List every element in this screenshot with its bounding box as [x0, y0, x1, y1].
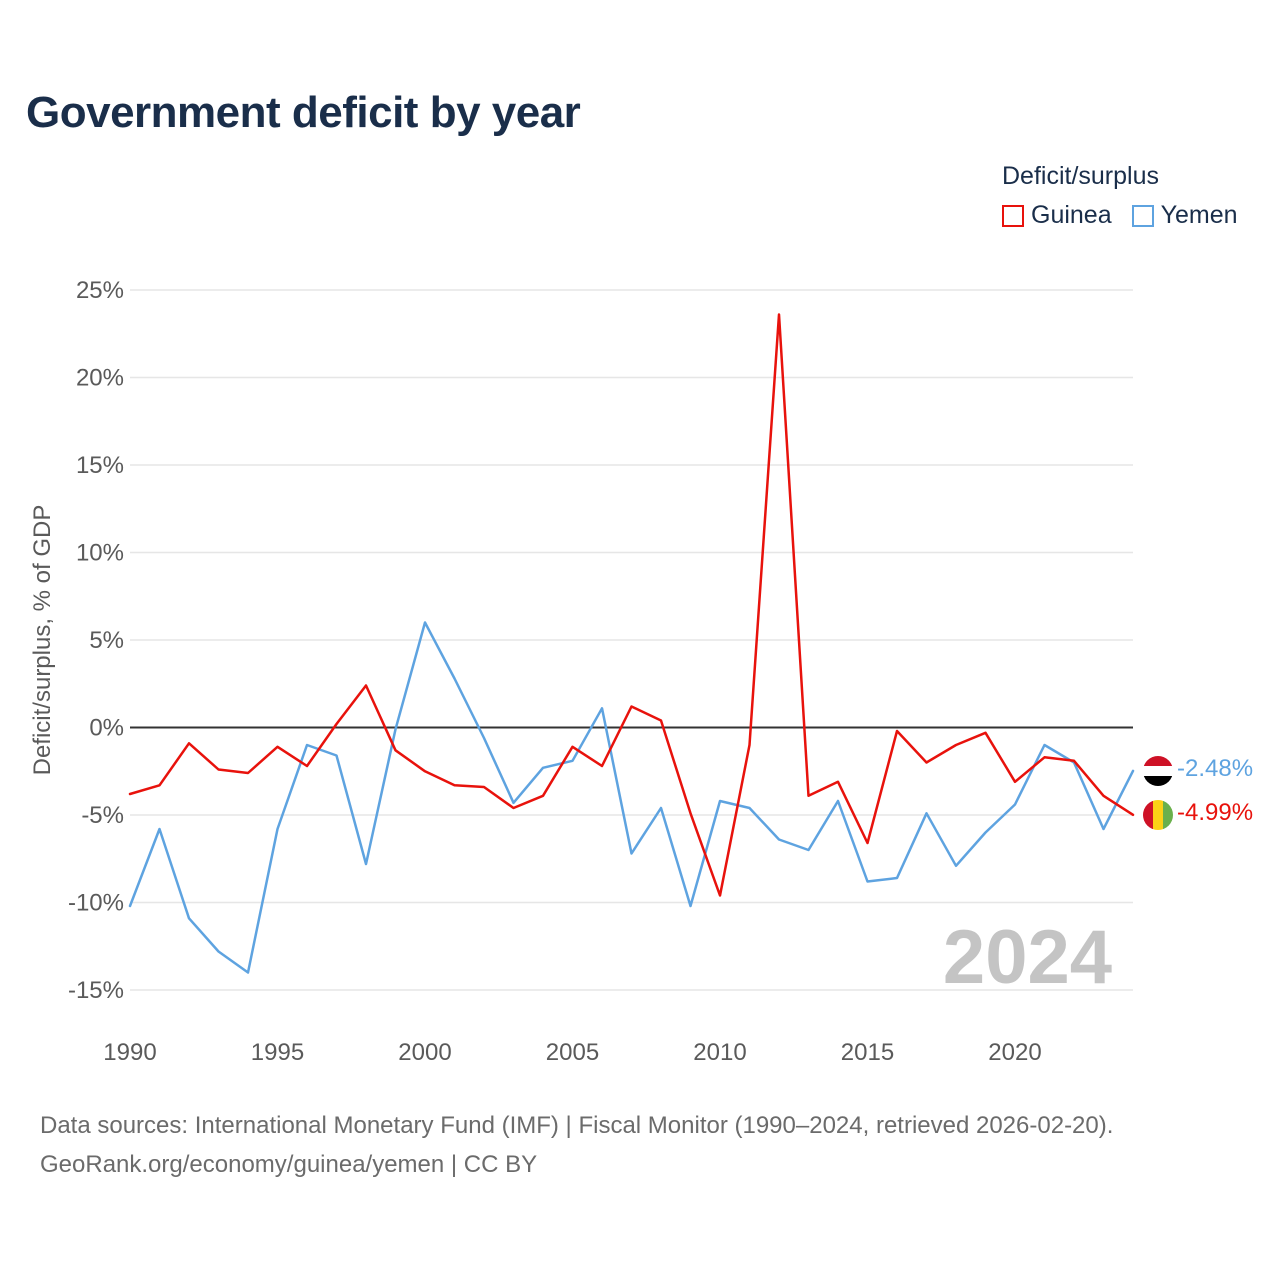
y-axis-title: Deficit/surplus, % of GDP — [29, 505, 56, 776]
y-tick-label: 25% — [76, 277, 124, 304]
y-tick-label: 5% — [89, 627, 124, 654]
legend-title: Deficit/surplus — [1002, 162, 1159, 190]
series-line-yemen[interactable] — [128, 621, 1135, 974]
legend-item-yemen[interactable]: Yemen — [1131, 201, 1238, 230]
x-tick-label: 2000 — [398, 1039, 451, 1066]
y-axis-ticks: 25% 20% 15% 10% 5% 0% -5% -10% -15% — [68, 277, 124, 1004]
y-tick-label: 15% — [76, 452, 124, 479]
y-tick-label: -15% — [68, 977, 124, 1004]
yemen-end-value-label: -2.48% — [1177, 755, 1253, 782]
gridlines — [130, 289, 1133, 991]
legend-swatch-yemen — [1131, 204, 1154, 227]
x-axis-ticks: 1990 1995 2000 2005 2010 2015 2020 — [103, 1039, 1041, 1066]
legend-label-yemen: Yemen — [1160, 201, 1238, 229]
x-tick-label: 1995 — [251, 1039, 304, 1066]
legend-item-guinea[interactable]: Guinea — [1002, 201, 1112, 230]
x-tick-label: 2005 — [546, 1039, 599, 1066]
legend: Deficit/surplus Guinea Yemen — [1002, 162, 1252, 230]
legend-label-guinea: Guinea — [1031, 201, 1112, 229]
y-tick-label: -5% — [81, 802, 124, 829]
x-tick-label: 2010 — [693, 1039, 746, 1066]
footer: Data sources: International Monetary Fun… — [40, 1106, 1113, 1184]
chart-title: Government deficit by year — [26, 88, 581, 137]
x-tick-label: 2015 — [841, 1039, 894, 1066]
y-tick-label: 10% — [76, 540, 124, 567]
series-lines — [128, 313, 1135, 974]
series-line-guinea[interactable] — [128, 313, 1135, 897]
data-source-note: Data sources: International Monetary Fun… — [40, 1112, 1114, 1139]
guinea-flag-icon — [1143, 800, 1173, 830]
legend-swatch-guinea — [1002, 204, 1024, 227]
yemen-flag-icon — [1143, 756, 1173, 786]
x-tick-label: 2020 — [988, 1039, 1041, 1066]
y-tick-label: 20% — [76, 365, 124, 392]
y-tick-label: 0% — [89, 715, 124, 742]
guinea-end-value-label: -4.99% — [1177, 799, 1253, 826]
x-tick-label: 1990 — [103, 1039, 156, 1066]
year-watermark: 2024 — [943, 915, 1112, 1000]
y-tick-label: -10% — [68, 890, 124, 917]
attribution-link[interactable]: GeoRank.org/economy/guinea/yemen | CC BY — [40, 1151, 538, 1178]
